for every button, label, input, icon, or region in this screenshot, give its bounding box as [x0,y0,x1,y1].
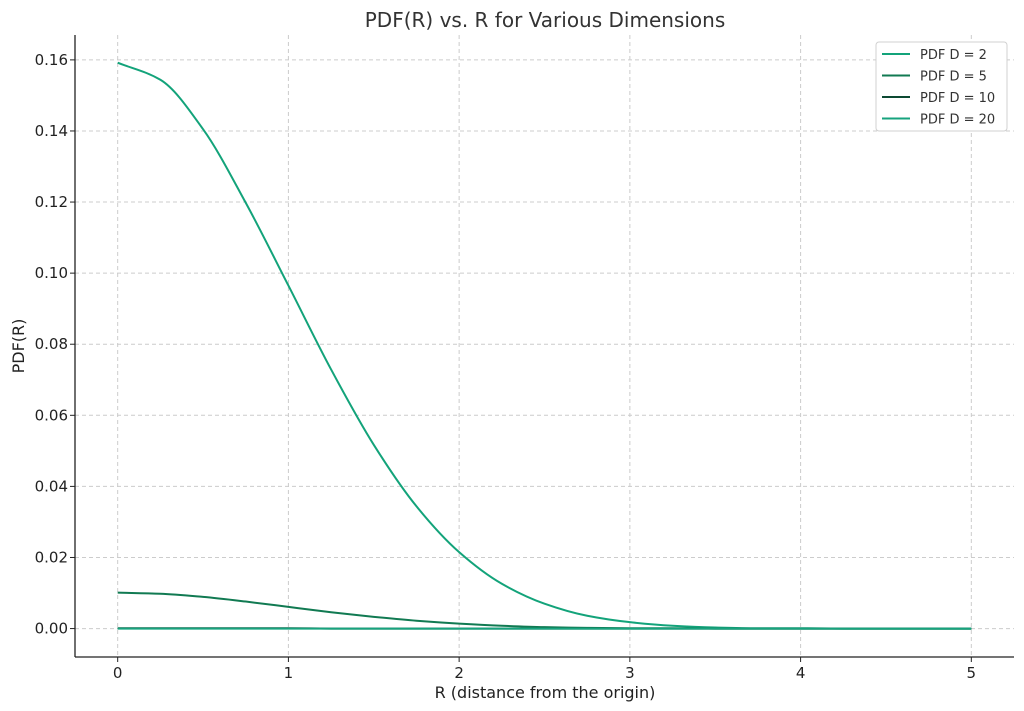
y-tick-label: 0.06 [35,406,68,424]
x-axis-label: R (distance from the origin) [435,683,656,702]
grid [75,35,1014,657]
series-line-2 [117,591,972,630]
y-tick-label: 0.04 [35,477,68,495]
y-axis-ticks: 0.00 0.02 0.04 0.06 0.08 0.10 0.12 0.14 0.16 [35,51,75,638]
x-tick-label: 1 [284,664,294,682]
legend-label: PDF D = 10 [920,91,995,106]
chart-title: PDF(R) vs. R for Various Dimensions [365,8,726,32]
legend-label: PDF D = 5 [920,70,987,85]
legend-label: PDF D = 20 [920,113,995,128]
x-tick-label: 2 [454,664,464,682]
x-tick-label: 4 [796,664,806,682]
x-tick-label: 0 [113,664,123,682]
x-axis-ticks: 0 1 2 3 4 5 [113,657,976,682]
y-tick-label: 0.10 [35,264,68,282]
y-tick-label: 0.12 [35,193,68,211]
y-tick-label: 0.02 [35,548,68,566]
series-line-1 [117,61,972,630]
x-tick-label: 5 [967,664,977,682]
x-tick-label: 3 [625,664,635,682]
y-tick-label: 0.16 [35,51,68,69]
legend-box [875,41,1008,132]
series-lines [117,61,972,630]
y-axis-label: PDF(R) [9,319,28,374]
legend: PDF D = 2 PDF D = 5 PDF D = 10 PDF D = 20 [875,41,1008,132]
y-tick-label: 0.08 [35,335,68,353]
y-tick-label: 0.00 [35,620,68,638]
y-tick-label: 0.14 [35,122,68,140]
legend-label: PDF D = 2 [920,48,987,63]
